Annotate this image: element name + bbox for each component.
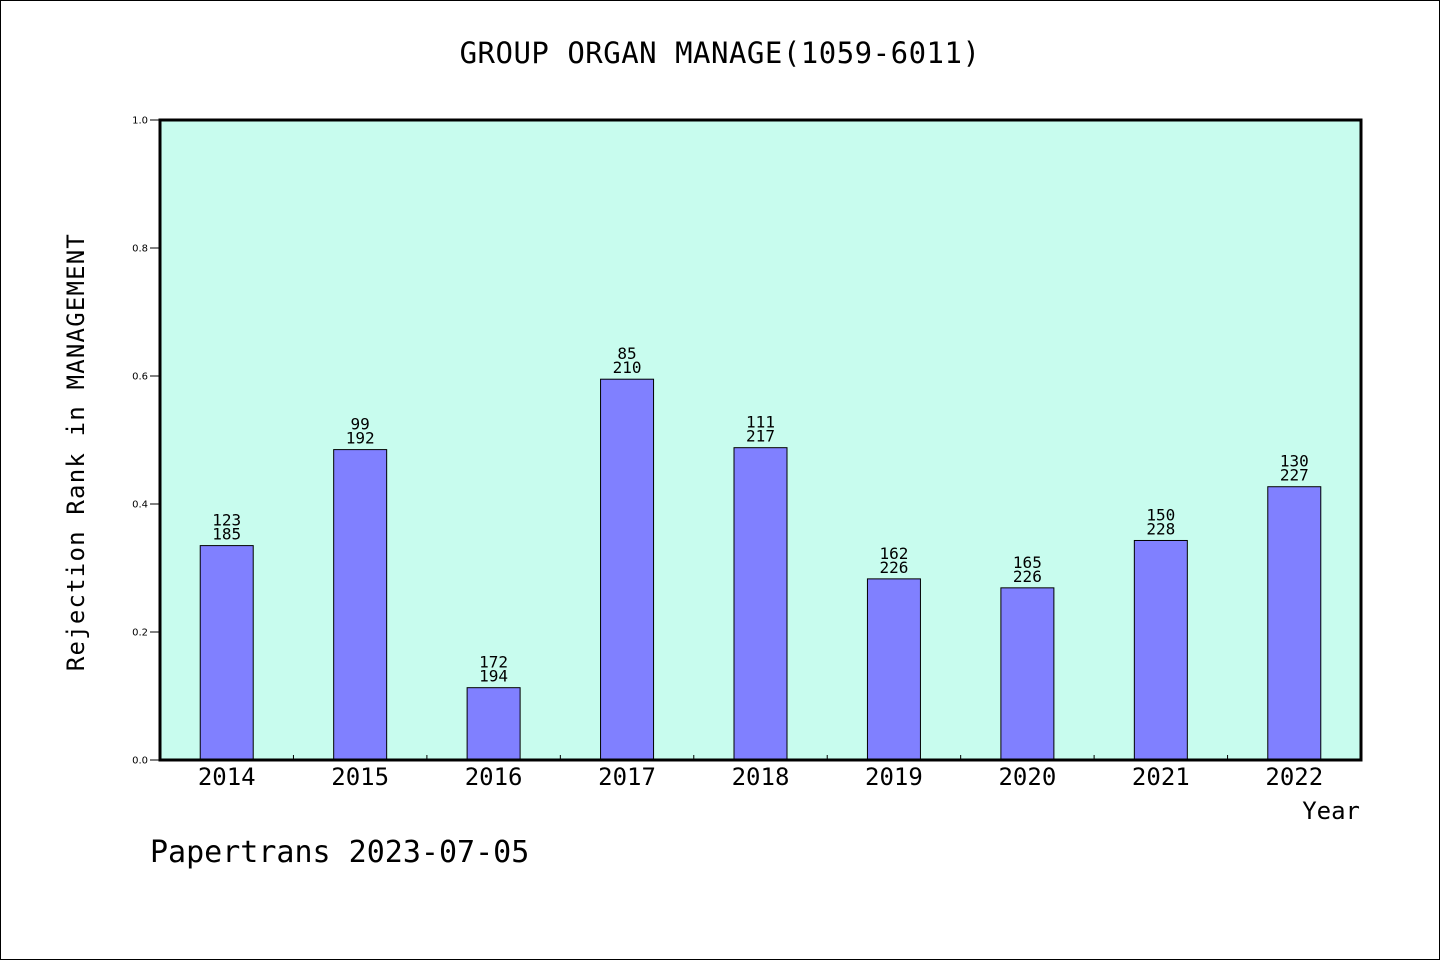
x-tick-label: 2015: [331, 763, 389, 791]
bar-label-top: 111: [746, 413, 775, 432]
bar-2018: [733, 447, 788, 761]
y-tick-label: 1.0: [132, 116, 148, 127]
y-tick-label: 0.8: [132, 244, 148, 255]
x-tick-label: 2018: [732, 763, 790, 791]
bar-2016: [466, 687, 521, 761]
bar-label-bottom: 194: [479, 667, 508, 686]
bar-2019: [866, 578, 921, 761]
x-tick-label: 2022: [1265, 763, 1323, 791]
bar-label-bottom: 217: [746, 427, 775, 446]
bar-label-top: 165: [1013, 553, 1042, 572]
bar-label-bottom: 185: [212, 525, 241, 544]
chart-title: GROUP ORGAN MANAGE(1059-6011): [459, 36, 981, 70]
bar-label-top: 172: [479, 653, 508, 672]
bar-label-bottom: 228: [1146, 519, 1175, 538]
y-tick-label: 0.0: [132, 756, 148, 767]
x-tick-label: 2017: [598, 763, 656, 791]
bar-label-top: 99: [351, 415, 370, 434]
bar-2022: [1267, 486, 1322, 761]
bar-label-bottom: 210: [613, 358, 642, 377]
bar-2017: [600, 378, 655, 761]
plot-border: [158, 118, 1363, 762]
bar-label-bottom: 226: [879, 558, 908, 577]
footer-credit: Papertrans 2023-07-05: [150, 835, 530, 870]
x-axis-label: Year: [1302, 797, 1360, 825]
y-tick-label: 0.4: [132, 500, 148, 511]
x-tick-label: 2021: [1132, 763, 1190, 791]
x-tick-label: 2016: [465, 763, 523, 791]
x-tick-label: 2014: [198, 763, 256, 791]
y-tick-label: 0.2: [132, 628, 148, 639]
bar-label-top: 150: [1146, 505, 1175, 524]
y-tick-label: 0.6: [132, 372, 148, 383]
bar-label-top: 123: [212, 511, 241, 530]
bar-label-top: 130: [1280, 452, 1309, 471]
bar-2020: [1000, 587, 1055, 761]
x-tick-label: 2019: [865, 763, 923, 791]
bar-2021: [1133, 539, 1188, 761]
bar-label-top: 162: [879, 544, 908, 563]
bar-label-top: 85: [617, 344, 636, 363]
bar-label-bottom: 192: [346, 429, 375, 448]
x-tick-label: 2020: [998, 763, 1056, 791]
bar-label-bottom: 227: [1280, 466, 1309, 485]
bar-label-bottom: 226: [1013, 567, 1042, 586]
bar-2014: [199, 545, 254, 761]
bar-2015: [333, 449, 388, 761]
